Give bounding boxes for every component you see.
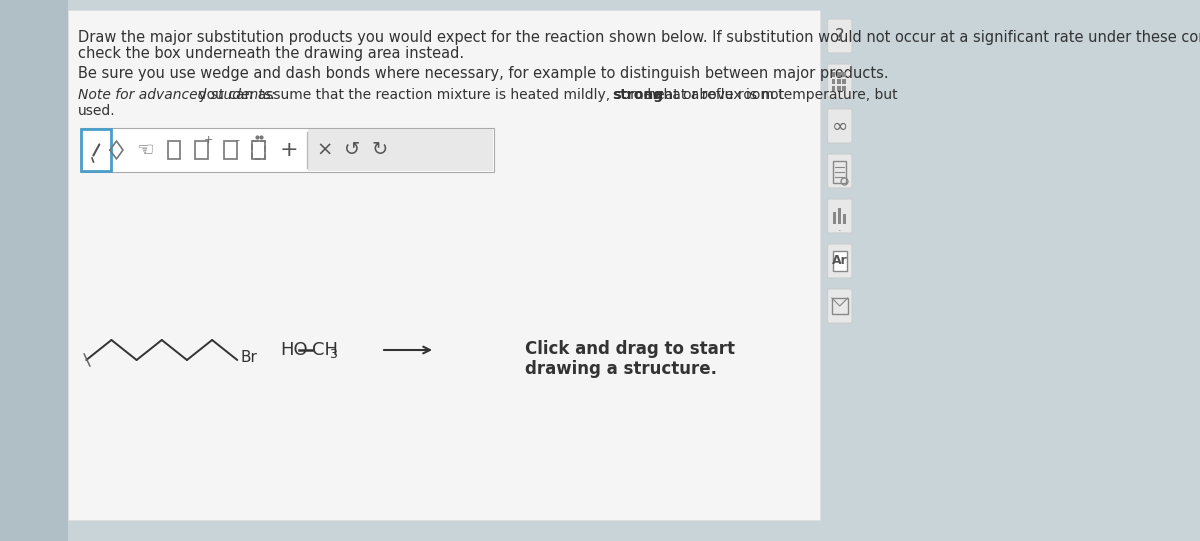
FancyBboxPatch shape bbox=[828, 19, 852, 53]
Text: strong: strong bbox=[612, 88, 664, 102]
Text: Br: Br bbox=[240, 349, 257, 365]
Text: +: + bbox=[204, 135, 214, 145]
Text: ☜: ☜ bbox=[137, 141, 154, 160]
Text: heat or reflux is not: heat or reflux is not bbox=[643, 88, 784, 102]
Text: used.: used. bbox=[78, 104, 115, 118]
Text: 3: 3 bbox=[329, 348, 337, 361]
FancyBboxPatch shape bbox=[828, 199, 852, 233]
Bar bbox=[252, 141, 265, 159]
Bar bbox=[842, 86, 846, 91]
Bar bbox=[832, 86, 835, 91]
Bar bbox=[194, 141, 208, 159]
FancyBboxPatch shape bbox=[828, 289, 852, 323]
Text: ↺: ↺ bbox=[344, 141, 360, 160]
Text: -: - bbox=[235, 135, 239, 145]
Bar bbox=[832, 79, 835, 84]
FancyBboxPatch shape bbox=[828, 109, 852, 143]
Bar bbox=[836, 72, 840, 77]
Bar bbox=[252, 141, 265, 159]
Bar bbox=[842, 214, 846, 224]
Text: check the box underneath the drawing area instead.: check the box underneath the drawing are… bbox=[78, 46, 463, 61]
FancyBboxPatch shape bbox=[828, 154, 852, 188]
Bar bbox=[82, 129, 112, 171]
Text: ↻: ↻ bbox=[372, 141, 388, 160]
Bar bbox=[833, 161, 846, 183]
Bar bbox=[168, 141, 180, 159]
Bar bbox=[833, 212, 836, 224]
Text: Click and drag to start: Click and drag to start bbox=[524, 340, 734, 358]
Text: +: + bbox=[280, 140, 299, 160]
Bar bbox=[80, 128, 494, 172]
Bar bbox=[836, 86, 840, 91]
Bar bbox=[307, 129, 493, 171]
Text: .: . bbox=[838, 223, 841, 233]
Text: ∞: ∞ bbox=[832, 116, 848, 135]
Bar bbox=[836, 79, 840, 84]
Text: ×: × bbox=[317, 141, 334, 160]
Bar bbox=[838, 208, 841, 224]
Bar bbox=[0, 0, 68, 541]
Text: HO: HO bbox=[281, 341, 308, 359]
Text: Note for advanced students:: Note for advanced students: bbox=[78, 88, 275, 102]
Text: Be sure you use wedge and dash bonds where necessary, for example to distinguish: Be sure you use wedge and dash bonds whe… bbox=[78, 66, 888, 81]
FancyBboxPatch shape bbox=[828, 244, 852, 278]
Bar bbox=[223, 141, 236, 159]
Bar bbox=[832, 72, 835, 77]
Text: you can assume that the reaction mixture is heated mildly, somewhat above room t: you can assume that the reaction mixture… bbox=[194, 88, 902, 102]
Bar bbox=[842, 72, 846, 77]
Text: Ar: Ar bbox=[832, 254, 847, 267]
Text: drawing a structure.: drawing a structure. bbox=[524, 360, 716, 378]
Bar bbox=[832, 298, 847, 314]
Text: CH: CH bbox=[312, 341, 338, 359]
Text: ?: ? bbox=[835, 27, 845, 45]
Bar bbox=[833, 251, 847, 271]
Text: Draw the major substitution products you would expect for the reaction shown bel: Draw the major substitution products you… bbox=[78, 30, 1200, 45]
Bar bbox=[68, 10, 820, 520]
FancyBboxPatch shape bbox=[828, 64, 852, 98]
Bar bbox=[842, 79, 846, 84]
